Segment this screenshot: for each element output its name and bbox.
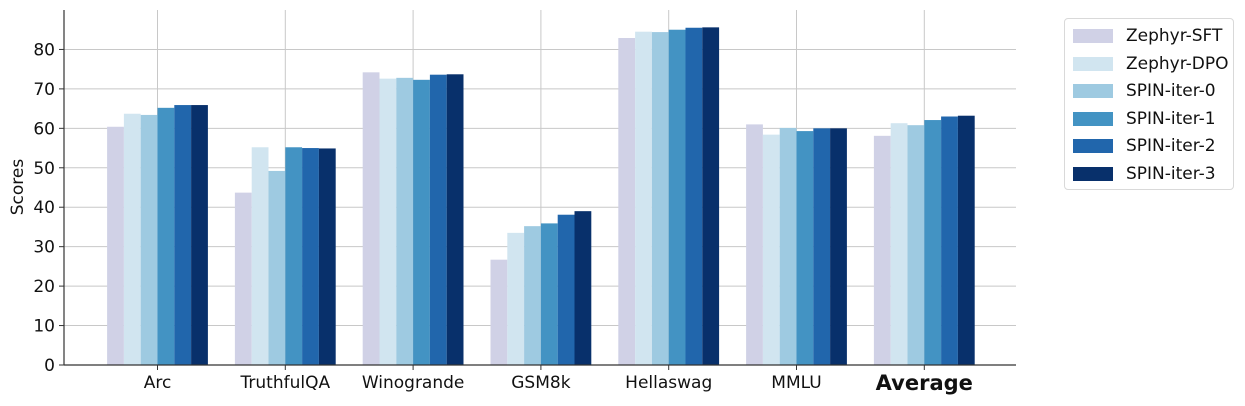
bar (318, 148, 336, 365)
legend-item: Zephyr-DPO (1073, 54, 1229, 74)
bar (557, 214, 575, 365)
bar (123, 113, 141, 365)
legend-swatch (1073, 111, 1113, 126)
x-tick-label: TruthfulQA (240, 373, 331, 393)
bar (362, 72, 380, 366)
bar (957, 115, 975, 365)
bar (540, 223, 558, 365)
bar (157, 107, 175, 366)
legend-label: SPIN-iter-0 (1126, 81, 1216, 101)
bar (635, 31, 652, 365)
bar (651, 32, 669, 365)
y-tick-label: 50 (33, 159, 55, 179)
y-tick-label: 40 (33, 198, 55, 218)
y-tick-label: 10 (33, 317, 55, 337)
bar (174, 105, 192, 366)
legend: Zephyr-SFT Zephyr-DPO SPIN-iter-0 SPIN-iter… (1064, 18, 1234, 190)
bar (890, 123, 908, 365)
bar (251, 147, 269, 365)
legend-label: SPIN-iter-1 (1126, 108, 1216, 129)
bar (924, 120, 942, 365)
legend-item: SPIN-iter-2 (1073, 136, 1216, 156)
bar (285, 147, 303, 365)
x-tick-label: Hellaswag (625, 373, 712, 393)
bars-layer (107, 27, 975, 366)
bar (907, 125, 925, 365)
bar (429, 74, 447, 365)
legend-label: Zephyr-DPO (1126, 53, 1229, 74)
bar (668, 29, 686, 365)
x-tick-label: MMLU (771, 373, 821, 393)
legend-swatch (1073, 29, 1113, 43)
bar (762, 134, 780, 365)
y-tick-label: 80 (33, 40, 55, 60)
y-tick-label: 20 (33, 277, 55, 297)
y-axis-label: Scores (8, 159, 28, 216)
bar (574, 211, 592, 365)
bar (490, 259, 508, 365)
legend-swatch (1073, 56, 1113, 71)
bar (302, 148, 319, 365)
legend-swatch (1073, 84, 1113, 98)
bar (379, 78, 397, 365)
bar (140, 114, 158, 365)
legend-label: SPIN-iter-2 (1126, 136, 1216, 156)
axis-layer: 0 10 20 30 40 50 60 70 80 Arc TruthfulQA Winogrande… (33, 10, 1016, 395)
x-tick-label: GSM8k (511, 373, 570, 393)
legend-item: SPIN-iter-1 (1073, 109, 1216, 129)
y-tick-label: 70 (33, 80, 55, 100)
y-tick-label: 30 (33, 238, 55, 258)
bar (873, 135, 891, 365)
x-tick-label: Arc (144, 373, 172, 393)
bar (234, 192, 252, 365)
legend-item: SPIN-iter-3 (1073, 164, 1216, 184)
bar (413, 79, 430, 366)
x-tick-label: Average (876, 371, 973, 395)
bar (830, 128, 847, 365)
bar (396, 77, 414, 365)
legend-label: Zephyr-SFT (1126, 26, 1223, 46)
bar (446, 74, 464, 366)
bar (779, 127, 797, 365)
bar (796, 131, 814, 365)
bar (524, 226, 541, 365)
bar (941, 116, 958, 365)
x-tick-label: Winogrande (362, 373, 465, 393)
bar (191, 105, 208, 366)
legend-swatch (1073, 166, 1113, 181)
bar (268, 170, 286, 365)
legend-item: Zephyr-SFT (1073, 26, 1222, 46)
bar (107, 126, 124, 365)
legend-item: SPIN-iter-0 (1073, 81, 1216, 101)
legend-swatch (1073, 139, 1113, 153)
y-tick-label: 0 (44, 356, 55, 376)
bar (618, 38, 636, 365)
bar (507, 232, 525, 365)
y-tick-label: 60 (33, 119, 55, 139)
bar (746, 124, 763, 365)
legend-label: SPIN-iter-3 (1126, 163, 1216, 184)
bar (685, 27, 703, 365)
bar (813, 128, 831, 365)
bar (702, 27, 720, 365)
